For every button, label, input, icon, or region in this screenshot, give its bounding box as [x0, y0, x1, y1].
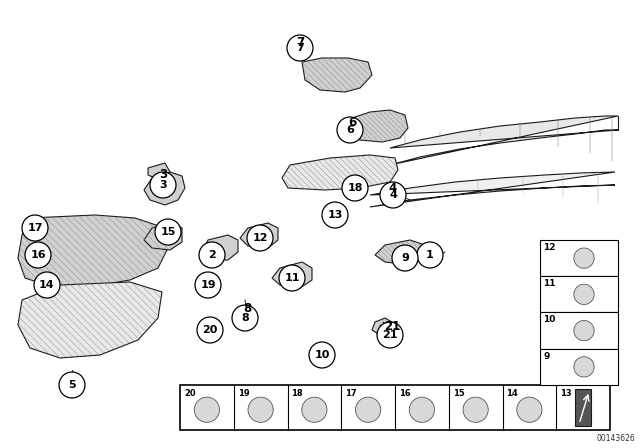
Circle shape: [574, 320, 594, 341]
Circle shape: [155, 219, 181, 245]
Text: 6: 6: [346, 125, 354, 135]
FancyBboxPatch shape: [180, 385, 610, 430]
Circle shape: [377, 322, 403, 348]
Circle shape: [34, 272, 60, 298]
Polygon shape: [240, 223, 278, 248]
Circle shape: [302, 397, 327, 422]
Circle shape: [232, 305, 258, 331]
Circle shape: [356, 397, 381, 422]
Text: 1: 1: [426, 250, 434, 260]
Text: 13: 13: [560, 389, 572, 398]
Text: 19: 19: [200, 280, 216, 290]
Text: 6: 6: [348, 116, 356, 129]
Text: 4: 4: [389, 190, 397, 200]
Text: 9: 9: [543, 352, 549, 361]
Text: 18: 18: [291, 389, 303, 398]
Circle shape: [342, 175, 368, 201]
FancyBboxPatch shape: [540, 276, 618, 313]
Circle shape: [574, 357, 594, 377]
Circle shape: [287, 35, 313, 61]
Circle shape: [574, 248, 594, 268]
Polygon shape: [18, 215, 168, 288]
Polygon shape: [282, 155, 398, 190]
Text: 16: 16: [399, 389, 411, 398]
Polygon shape: [272, 262, 312, 288]
Text: 21: 21: [382, 330, 397, 340]
Text: 11: 11: [284, 273, 300, 283]
Text: 7: 7: [296, 43, 304, 53]
Polygon shape: [148, 163, 170, 178]
Circle shape: [197, 317, 223, 343]
Text: 2: 2: [208, 250, 216, 260]
Text: 7: 7: [296, 35, 304, 48]
Text: 14: 14: [39, 280, 55, 290]
Polygon shape: [18, 282, 162, 358]
Polygon shape: [370, 172, 615, 207]
Circle shape: [22, 215, 48, 241]
Circle shape: [59, 372, 85, 398]
Circle shape: [409, 397, 435, 422]
Polygon shape: [144, 222, 182, 250]
Text: 00143626: 00143626: [596, 434, 635, 443]
Text: 20: 20: [202, 325, 218, 335]
Circle shape: [195, 397, 220, 422]
Polygon shape: [302, 58, 372, 92]
Text: 17: 17: [345, 389, 357, 398]
Polygon shape: [575, 389, 591, 426]
Text: 15: 15: [160, 227, 176, 237]
Circle shape: [516, 397, 542, 422]
Text: 3: 3: [159, 180, 167, 190]
Text: 9: 9: [401, 253, 409, 263]
Circle shape: [392, 245, 418, 271]
Circle shape: [463, 397, 488, 422]
Polygon shape: [202, 235, 238, 260]
Text: 5: 5: [68, 380, 76, 390]
Circle shape: [417, 242, 443, 268]
Text: 16: 16: [30, 250, 46, 260]
Text: 10: 10: [543, 315, 556, 324]
Circle shape: [248, 397, 273, 422]
Circle shape: [309, 342, 335, 368]
Circle shape: [150, 172, 176, 198]
Text: 4: 4: [389, 181, 397, 194]
Text: 12: 12: [543, 243, 556, 252]
FancyBboxPatch shape: [540, 349, 618, 385]
Circle shape: [195, 272, 221, 298]
Circle shape: [279, 265, 305, 291]
Text: 8: 8: [243, 302, 251, 314]
Text: 19: 19: [237, 389, 250, 398]
Circle shape: [574, 284, 594, 305]
Polygon shape: [344, 110, 408, 142]
Polygon shape: [375, 240, 425, 265]
Text: 21: 21: [384, 319, 400, 332]
FancyBboxPatch shape: [540, 313, 618, 349]
Text: 10: 10: [314, 350, 330, 360]
Polygon shape: [372, 318, 392, 335]
Circle shape: [380, 182, 406, 208]
Text: 12: 12: [252, 233, 268, 243]
Text: 17: 17: [28, 223, 43, 233]
Circle shape: [25, 242, 51, 268]
FancyBboxPatch shape: [540, 240, 618, 276]
Text: 13: 13: [327, 210, 342, 220]
Polygon shape: [144, 172, 185, 205]
Text: 3: 3: [159, 168, 167, 181]
Circle shape: [322, 202, 348, 228]
Circle shape: [247, 225, 273, 251]
Text: 15: 15: [452, 389, 465, 398]
Circle shape: [337, 117, 363, 143]
Text: 14: 14: [506, 389, 518, 398]
Circle shape: [199, 242, 225, 268]
Text: 18: 18: [348, 183, 363, 193]
Text: 20: 20: [184, 389, 196, 398]
Polygon shape: [390, 116, 618, 165]
Text: 8: 8: [241, 313, 249, 323]
Text: 11: 11: [543, 279, 556, 288]
